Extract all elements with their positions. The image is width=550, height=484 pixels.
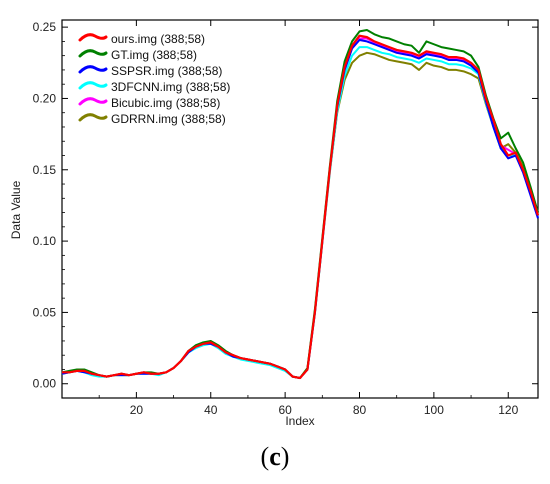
legend-swatch xyxy=(78,113,108,122)
y-tick-label: 0.25 xyxy=(33,20,57,34)
figure-caption: (c) xyxy=(261,442,290,471)
y-tick-label: 0.20 xyxy=(33,91,57,105)
x-axis-title: Index xyxy=(285,414,314,428)
legend-label: SSPSR.img (388;58) xyxy=(111,64,222,78)
x-tick-label: 60 xyxy=(278,403,292,417)
series-line-0 xyxy=(62,34,540,380)
legend: ours.img (388;58) GT.img (388;58) SSPSR.im… xyxy=(78,32,230,126)
series-lines xyxy=(61,28,540,380)
legend-swatch xyxy=(78,97,108,106)
legend-label: GT.img (388;58) xyxy=(111,48,197,62)
x-tick-label: 20 xyxy=(130,403,144,417)
y-axis: 0.00 0.05 0.10 0.15 0.20 0.25 xyxy=(33,20,538,391)
y-tick-label: 0.00 xyxy=(33,377,57,391)
legend-swatch xyxy=(78,65,108,74)
x-tick-label: 80 xyxy=(353,403,367,417)
legend-label: 3DFCNN.img (388;58) xyxy=(111,80,230,94)
y-tick-label: 0.05 xyxy=(33,305,57,319)
legend-swatch xyxy=(78,33,108,42)
legend-label: GDRRN.img (388;58) xyxy=(111,112,226,126)
y-tick-label: 0.15 xyxy=(33,163,57,177)
caption-open-paren: ( xyxy=(261,442,270,471)
y-tick-label: 0.10 xyxy=(33,234,57,248)
caption-close-paren: ) xyxy=(281,442,290,471)
legend-label: Bicubic.img (388;58) xyxy=(111,96,220,110)
y-axis-title: Data Value xyxy=(9,180,23,239)
legend-swatch xyxy=(78,49,108,58)
legend-swatch xyxy=(78,81,108,90)
x-tick-label: 120 xyxy=(498,403,518,417)
caption-letter: c xyxy=(269,442,281,471)
legend-label: ours.img (388;58) xyxy=(111,32,205,46)
x-axis: 20 40 60 80 100 120 xyxy=(98,20,519,417)
x-tick-label: 100 xyxy=(424,403,444,417)
x-tick-label: 40 xyxy=(204,403,218,417)
